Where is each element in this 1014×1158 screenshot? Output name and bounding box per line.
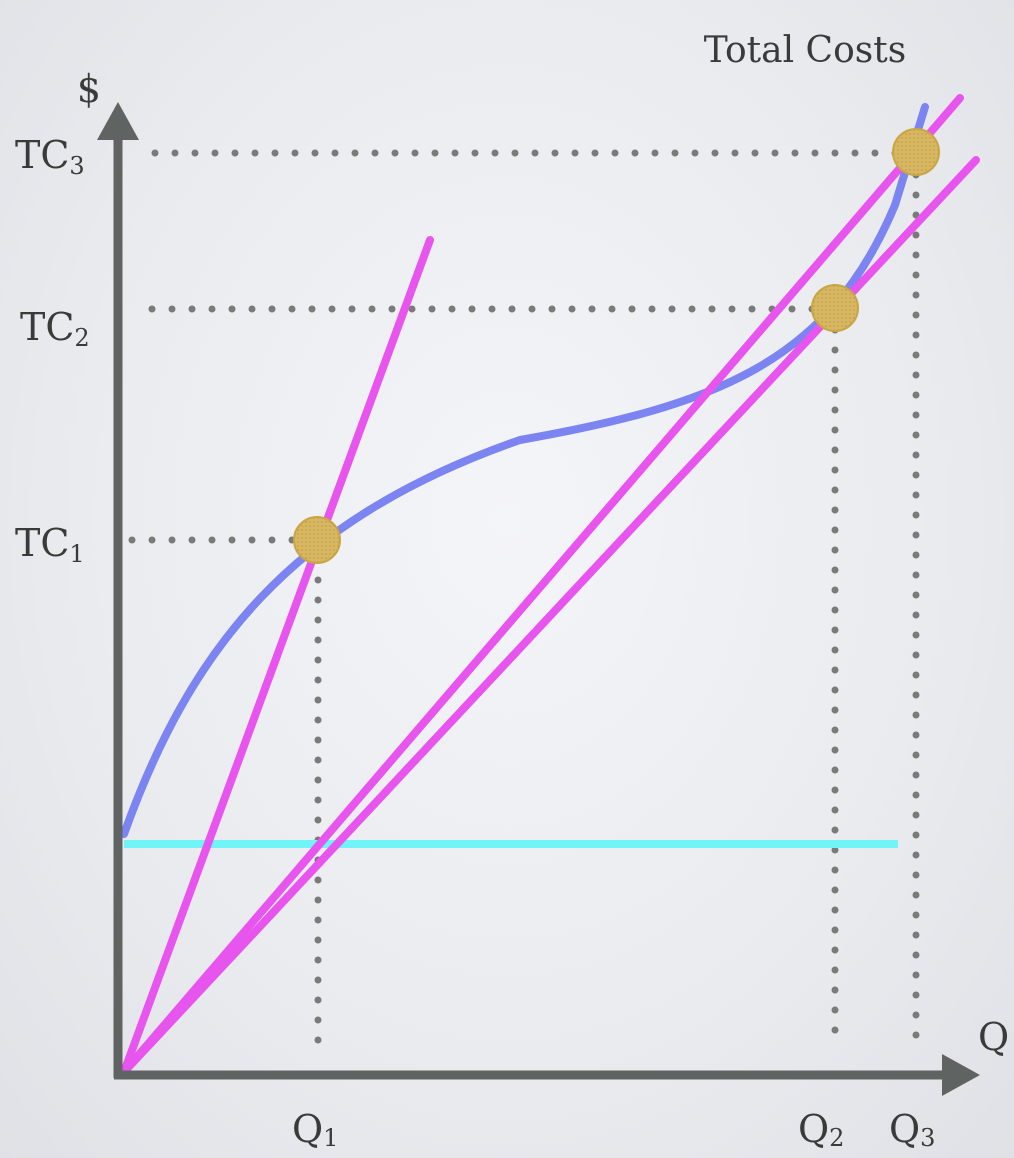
tick-label-tc3: TC3 <box>15 133 85 180</box>
tick-label-q1: Q1 <box>292 1107 338 1152</box>
point-q1-tc1 <box>293 516 341 564</box>
tick-label-q2: Q2 <box>798 1107 844 1152</box>
y-axis-arrowhead <box>97 102 139 140</box>
x-axis-label: Q <box>978 1015 1009 1059</box>
point-q2-tc2 <box>811 284 859 332</box>
total-cost-curve <box>120 103 929 838</box>
axes <box>97 102 980 1096</box>
ray-line-middle <box>120 94 964 1076</box>
ray-line-steep <box>120 236 434 1076</box>
diagram-title: Total Costs <box>704 30 906 71</box>
points <box>293 128 940 564</box>
tick-label-tc1: TC1 <box>15 521 85 568</box>
y-axis-label: $ <box>77 67 101 111</box>
guide-lines <box>128 149 920 1059</box>
tick-label-q3: Q3 <box>889 1107 935 1152</box>
ray-lines <box>120 94 980 1076</box>
tick-label-tc2: TC2 <box>20 305 90 352</box>
x-axis-arrowhead <box>942 1054 980 1096</box>
point-q3-tc3 <box>892 128 940 176</box>
